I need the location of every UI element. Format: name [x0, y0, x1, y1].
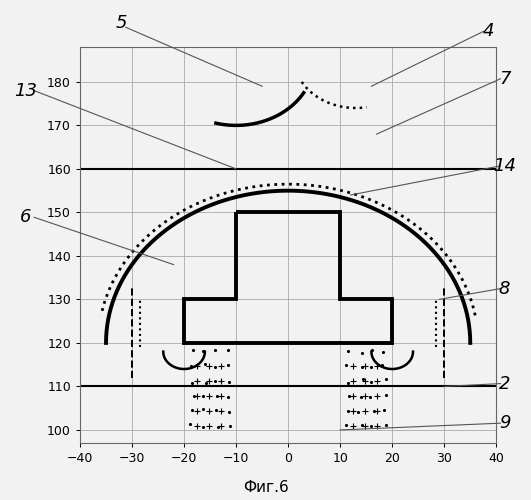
Text: 6: 6: [20, 208, 32, 226]
Text: 4: 4: [482, 22, 494, 40]
Text: Фиг.6: Фиг.6: [243, 480, 288, 495]
Text: 7: 7: [499, 70, 510, 88]
Text: 5: 5: [116, 14, 127, 32]
Text: 9: 9: [499, 414, 510, 432]
Text: 8: 8: [499, 280, 510, 297]
Text: 14: 14: [493, 157, 516, 175]
Text: 13: 13: [14, 82, 37, 100]
Text: 2: 2: [499, 374, 510, 392]
